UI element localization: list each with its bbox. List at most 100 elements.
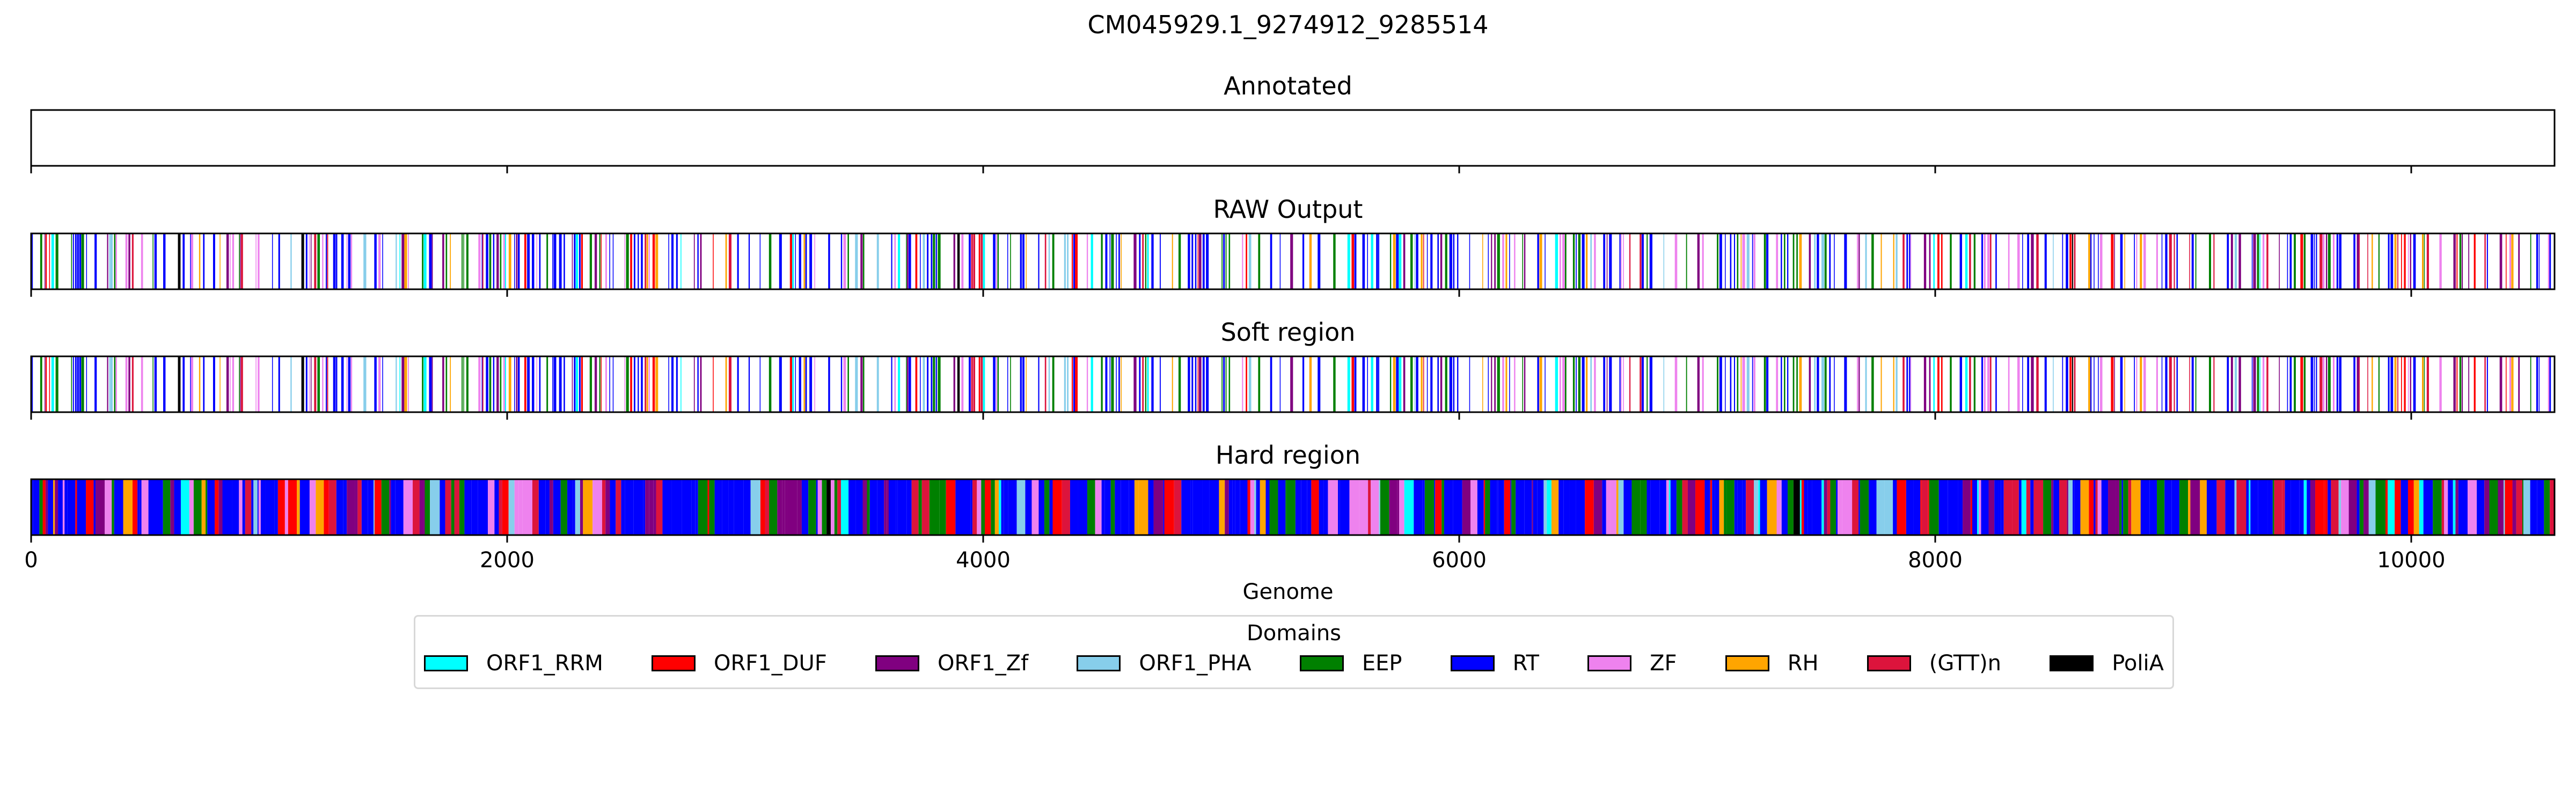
domain-segment — [1075, 356, 1078, 412]
legend-swatch — [424, 655, 468, 671]
domain-segment — [1576, 356, 1577, 412]
domain-segment — [698, 479, 708, 535]
domain-segment — [1121, 233, 1122, 289]
domain-segment — [1712, 479, 1715, 535]
domain-segment — [1104, 479, 1111, 535]
domain-segment — [422, 233, 423, 289]
legend-label: ORF1_RRM — [486, 651, 603, 676]
domain-segment — [2136, 233, 2138, 289]
domain-segment — [442, 233, 444, 289]
domain-segment — [51, 356, 54, 412]
domain-segment — [1719, 479, 1724, 535]
domain-segment — [1590, 233, 1592, 289]
domain-segment — [79, 356, 82, 412]
domain-segment — [2424, 233, 2425, 289]
domain-segment — [2338, 479, 2341, 535]
domain-segment — [676, 233, 678, 289]
domain-segment — [1834, 356, 1835, 412]
domain-segment — [2390, 356, 2394, 412]
domain-segment — [55, 233, 58, 289]
domain-segment — [957, 356, 960, 412]
legend: Domains ORF1_RRM ORF1_DUF ORF1_Zf ORF1_PHA E… — [414, 615, 2174, 689]
domain-segment — [1198, 233, 1202, 289]
domain-segment — [646, 356, 648, 412]
domain-segment — [709, 479, 715, 535]
domain-segment — [2001, 479, 2004, 535]
panel-title: Annotated — [1224, 71, 1352, 100]
domain-segment — [423, 356, 427, 412]
domain-segment — [1195, 233, 1197, 289]
domain-segment — [2310, 356, 2314, 412]
domain-segment — [1422, 479, 1425, 535]
domain-segment — [1606, 479, 1611, 535]
domain-segment — [1163, 479, 1165, 535]
domain-segment — [1333, 233, 1336, 289]
chart-title: CM045929.1_9274912_9285514 — [1087, 10, 1488, 39]
domain-segment — [1715, 479, 1719, 535]
domain-segment — [1537, 356, 1539, 412]
domain-segment — [1950, 233, 1952, 289]
domain-segment — [81, 233, 84, 289]
domain-segment — [1776, 479, 1782, 535]
domain-segment — [395, 479, 404, 535]
domain-segment — [1414, 233, 1416, 289]
domain-segment — [2234, 479, 2237, 535]
domain-segment — [2484, 233, 2486, 289]
domain-segment — [222, 479, 232, 535]
domain-segment — [1232, 479, 1235, 535]
domain-segment — [1896, 233, 1898, 289]
domain-segment — [616, 479, 621, 535]
domain-segment — [700, 356, 702, 412]
domain-segment — [921, 479, 930, 535]
domain-segment — [322, 233, 324, 289]
domain-segment — [2121, 479, 2124, 535]
domain-segment — [226, 233, 229, 289]
domain-segment — [2209, 233, 2212, 289]
domain-segment — [2401, 233, 2402, 289]
domain-segment — [1007, 233, 1008, 289]
domain-segment — [2339, 356, 2341, 412]
legend-item: RT — [1450, 651, 1539, 676]
domain-segment — [1469, 356, 1470, 412]
domain-segment — [152, 356, 153, 412]
domain-segment — [2018, 479, 2022, 535]
domain-segment — [309, 356, 310, 412]
domain-segment — [2225, 479, 2235, 535]
domain-segment — [2307, 479, 2311, 535]
domain-segment — [801, 479, 809, 535]
domain-segment — [2258, 479, 2268, 535]
domain-segment — [2140, 356, 2142, 412]
domain-segment — [626, 356, 629, 412]
domain-segment — [1760, 479, 1767, 535]
domain-segment — [2289, 233, 2292, 289]
domain-segment — [2066, 356, 2068, 412]
domain-segment — [1399, 479, 1404, 535]
domain-segment — [714, 479, 722, 535]
domain-segment — [2331, 479, 2339, 535]
domain-segment — [1302, 233, 1305, 289]
domain-segment — [2439, 356, 2442, 412]
domain-segment — [374, 356, 377, 412]
domain-segment — [115, 233, 117, 289]
domain-segment — [2073, 479, 2075, 535]
domain-segment — [1197, 233, 1199, 289]
domain-segment — [131, 356, 134, 412]
domain-segment — [2246, 479, 2249, 535]
domain-segment — [1585, 479, 1594, 535]
domain-segment — [284, 479, 288, 535]
domain-segment — [2516, 479, 2523, 535]
domain-segment — [2423, 479, 2433, 535]
domain-segment — [805, 356, 807, 412]
legend-swatch — [1450, 655, 1495, 671]
domain-segment — [969, 233, 971, 289]
domain-segment — [1309, 233, 1312, 289]
domain-segment — [327, 356, 328, 412]
domain-segment — [290, 356, 292, 412]
domain-segment — [1347, 356, 1350, 412]
domain-segment — [2518, 233, 2520, 289]
domain-segment — [1804, 479, 1808, 535]
domain-segment — [2439, 233, 2442, 289]
domain-segment — [86, 479, 94, 535]
domain-segment — [1389, 233, 1392, 289]
domain-segment — [1153, 479, 1163, 535]
